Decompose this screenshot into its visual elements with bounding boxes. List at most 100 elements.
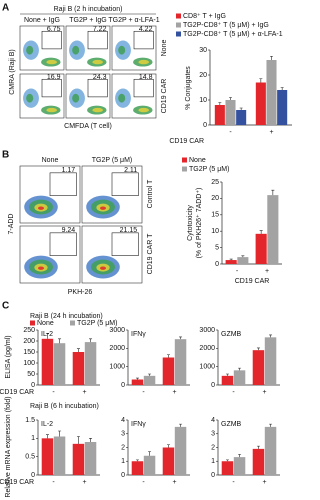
x-tick-label: + — [82, 389, 86, 396]
flow-population — [72, 93, 80, 103]
bar — [162, 447, 175, 475]
axis-label: Cytotoxicity — [187, 205, 194, 241]
legend-label: None — [189, 157, 206, 164]
legend-swatch — [176, 31, 181, 37]
y-tick-label: 1 — [121, 458, 125, 465]
error-bar — [238, 454, 242, 458]
y-tick-label: 1000 — [199, 364, 215, 371]
y-tick-label: 10 — [199, 97, 207, 104]
error-bar — [256, 347, 260, 351]
legend-swatch — [182, 166, 187, 172]
flow-population — [72, 45, 80, 55]
legend-label: None — [37, 320, 54, 327]
chart-title: GZMB — [221, 421, 242, 428]
flow-population — [138, 59, 149, 65]
legend-swatch — [70, 320, 75, 326]
group-label: CD19 CAR — [0, 389, 34, 396]
error-bar — [76, 348, 80, 352]
bar — [162, 357, 175, 385]
x-tick-label: - — [229, 129, 232, 136]
legend-label: TG2P-CD8⁺ T (5 μM) + IgG — [183, 22, 269, 29]
panel-label: C — [2, 301, 9, 312]
y-tick-label: 0 — [211, 382, 215, 389]
flow-population — [46, 107, 57, 113]
group-label: CD19 CAR — [0, 479, 34, 486]
row-header: Raji B (6 h incubation) — [30, 403, 99, 410]
flow-population — [100, 266, 106, 270]
error-bar — [229, 97, 232, 100]
legend-swatch — [182, 157, 187, 163]
legend-swatch — [176, 13, 181, 19]
chart-title: IL-2 — [41, 331, 53, 338]
error-bar — [58, 338, 62, 344]
x-tick-label: - — [142, 479, 145, 486]
x-tick-label: - — [52, 389, 55, 396]
group-label: CD19 CAR — [169, 138, 204, 145]
error-bar — [135, 459, 139, 462]
bar — [131, 379, 144, 385]
error-bar — [89, 338, 93, 343]
gate — [133, 30, 154, 50]
x-tick-label: - — [142, 389, 145, 396]
x-tick-label: + — [262, 479, 266, 486]
gate-percent: 2.11 — [124, 167, 137, 174]
bar — [221, 375, 234, 385]
panel-label: A — [2, 3, 9, 14]
y-tick-label: 200 — [23, 338, 35, 345]
error-bar — [166, 444, 170, 448]
y-tick-label: 3 — [121, 431, 125, 438]
bar — [72, 352, 85, 385]
bar — [131, 461, 144, 475]
gate-percent: 7.22 — [93, 26, 107, 33]
bar — [53, 343, 66, 385]
x-tick-label: + — [172, 389, 176, 396]
row-header: Raji B (24 h incubation) — [30, 313, 103, 320]
bar — [143, 375, 156, 385]
flow-population — [100, 206, 106, 210]
error-bar — [269, 334, 273, 338]
error-bar — [148, 373, 152, 376]
error-bar — [45, 434, 49, 439]
bar — [41, 338, 54, 385]
y-tick-label: 100 — [23, 360, 35, 367]
gate-percent: 4.22 — [139, 26, 153, 33]
bar — [267, 195, 279, 264]
bar — [84, 342, 97, 385]
legend-label: CD8⁺ T + IgG — [183, 13, 226, 20]
x-tick-label: - — [232, 389, 235, 396]
bar — [252, 448, 265, 475]
error-bar — [148, 451, 152, 456]
bar — [214, 105, 225, 125]
y-tick-label: 0.5 — [25, 454, 35, 461]
error-bar — [259, 78, 263, 83]
row-label: Control T — [147, 179, 154, 208]
y-tick-label: 3000 — [199, 327, 215, 334]
error-bar — [45, 333, 49, 339]
legend-swatch — [30, 320, 35, 326]
legend-label: TG2P (5 μM) — [189, 166, 229, 173]
y-tick-label: 2 — [211, 444, 215, 451]
flow-population — [26, 93, 34, 103]
error-bar — [166, 354, 170, 358]
error-bar — [135, 377, 139, 380]
bar — [221, 461, 234, 475]
chart-title: IL-2 — [41, 421, 53, 428]
axis-label: CMFDA (T cell) — [64, 123, 112, 130]
gate-percent: 1.17 — [62, 167, 76, 174]
bar — [225, 260, 237, 264]
y-tick-label: 0 — [215, 261, 219, 268]
gate — [111, 232, 139, 256]
bar — [84, 442, 97, 475]
x-tick-label: - — [236, 268, 239, 275]
axis-label: PKH-26 — [68, 289, 93, 296]
flow-population — [38, 206, 44, 210]
error-bar — [179, 336, 183, 340]
y-tick-label: 3000 — [109, 327, 125, 334]
error-bar — [241, 255, 245, 258]
bar — [255, 233, 267, 264]
x-tick-label: + — [265, 268, 269, 275]
axis-label: CMRA (Raji B) — [9, 49, 16, 95]
flow-population — [38, 266, 44, 270]
y-tick-label: 1000 — [109, 364, 125, 371]
chart-title: IFNγ — [131, 421, 146, 428]
